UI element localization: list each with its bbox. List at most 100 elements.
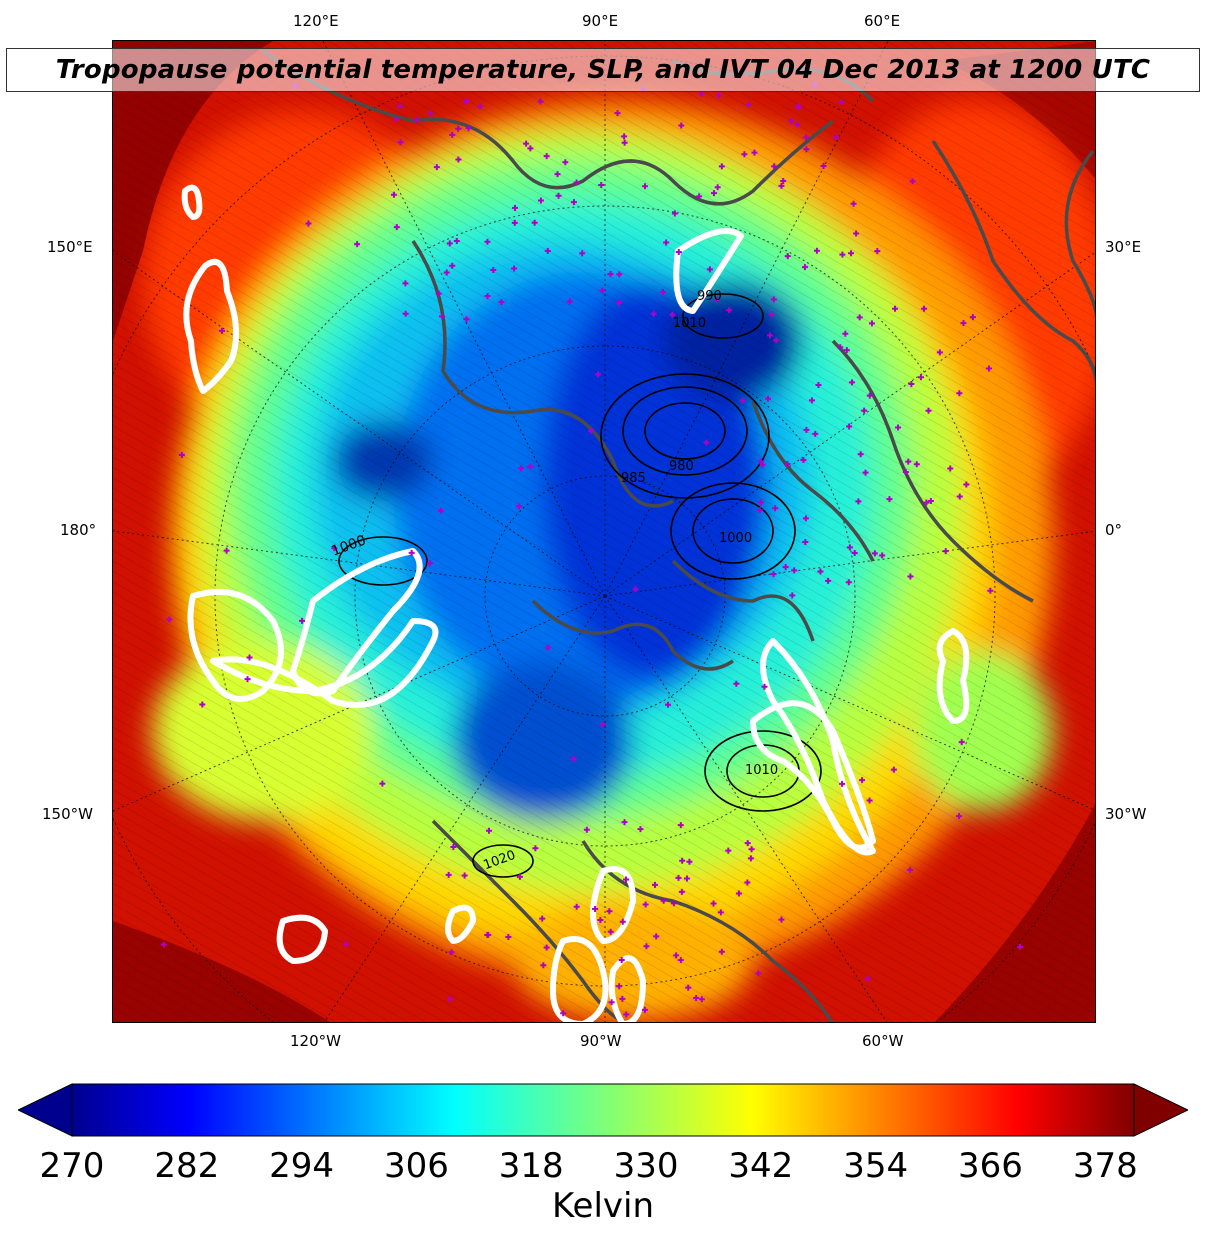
station-marker: [427, 110, 434, 117]
station-marker: [498, 299, 505, 306]
station-marker: [812, 430, 819, 437]
station-marker: [518, 465, 525, 472]
station-marker: [679, 857, 686, 864]
station-marker: [905, 458, 912, 465]
station-marker: [669, 311, 676, 318]
station-marker: [853, 230, 860, 237]
station-marker: [616, 983, 623, 990]
station-marker: [539, 915, 546, 922]
station-marker: [703, 439, 710, 446]
colorbar-tick-label: 306: [383, 1146, 449, 1186]
map-title: Tropopause potential temperature, SLP, a…: [55, 55, 1151, 85]
station-marker: [453, 238, 460, 245]
station-marker: [874, 248, 881, 255]
station-marker: [778, 916, 785, 923]
station-marker: [632, 586, 639, 593]
station-marker: [402, 280, 409, 287]
station-marker: [461, 872, 468, 879]
station-marker: [643, 943, 650, 950]
station-marker: [531, 219, 538, 226]
station-marker: [573, 903, 580, 910]
station-marker: [886, 496, 893, 503]
station-marker: [592, 905, 599, 912]
station-marker: [917, 374, 924, 381]
station-marker: [902, 469, 909, 476]
station-marker: [693, 995, 700, 1002]
station-marker: [759, 461, 766, 468]
station-marker: [675, 248, 682, 255]
station-marker: [864, 975, 871, 982]
station-marker: [751, 149, 758, 156]
colorbar-unit-label: Kelvin: [551, 1186, 655, 1226]
station-marker: [800, 457, 807, 464]
station-marker: [866, 797, 873, 804]
station-marker: [801, 264, 808, 271]
station-marker: [223, 547, 230, 554]
station-marker: [678, 888, 685, 895]
station-marker: [838, 98, 845, 105]
station-marker: [683, 875, 690, 882]
station-marker: [331, 545, 338, 552]
lon-label-bottom: 120°W: [290, 1032, 341, 1050]
station-marker: [839, 251, 846, 258]
station-marker: [784, 253, 791, 260]
station-marker: [455, 125, 462, 132]
station-marker: [532, 845, 539, 852]
station-marker: [540, 962, 547, 969]
station-marker: [621, 133, 628, 140]
station-marker: [850, 200, 857, 207]
station-marker: [671, 210, 678, 217]
station-marker: [717, 909, 724, 916]
station-marker: [450, 843, 457, 850]
station-marker: [987, 587, 994, 594]
station-marker: [745, 101, 752, 108]
station-marker: [706, 266, 713, 273]
station-marker: [449, 262, 456, 269]
station-marker: [616, 299, 623, 306]
station-marker: [817, 568, 824, 575]
station-marker: [579, 250, 586, 257]
station-marker: [379, 780, 386, 787]
station-marker: [663, 239, 670, 246]
lon-label-left: 180°: [60, 521, 97, 539]
station-marker: [757, 458, 764, 465]
station-marker: [825, 577, 832, 584]
station-marker: [660, 288, 667, 295]
station-marker: [895, 424, 902, 431]
station-marker: [653, 933, 660, 940]
station-marker: [927, 497, 934, 504]
station-marker: [866, 392, 873, 399]
station-marker: [465, 125, 472, 132]
lon-label-top: 60°E: [864, 12, 901, 30]
station-marker: [511, 219, 518, 226]
station-marker: [780, 177, 787, 184]
station-marker: [606, 908, 613, 915]
station-marker: [678, 122, 685, 129]
station-marker: [449, 131, 456, 138]
station-marker: [544, 644, 551, 651]
lon-label-top: 120°E: [293, 12, 339, 30]
station-marker: [623, 1011, 630, 1018]
colorbar-gradient: [71, 1083, 1135, 1137]
station-marker: [726, 307, 733, 314]
station-marker: [573, 179, 580, 186]
station-marker: [849, 379, 856, 386]
station-marker: [862, 469, 869, 476]
station-marker: [599, 721, 606, 728]
station-marker: [637, 826, 644, 833]
station-marker: [907, 573, 914, 580]
station-marker: [803, 426, 810, 433]
station-marker: [846, 544, 853, 551]
station-marker: [772, 505, 779, 512]
station-marker: [890, 766, 897, 773]
contour-label: 1010: [673, 316, 707, 331]
station-marker: [778, 182, 785, 189]
station-marker: [956, 390, 963, 397]
station-marker: [463, 316, 470, 323]
station-marker: [512, 204, 519, 211]
ivt-contours: [181, 184, 970, 1022]
station-marker: [851, 550, 858, 557]
station-marker: [160, 941, 167, 948]
station-marker: [741, 151, 748, 158]
station-marker: [956, 813, 963, 820]
